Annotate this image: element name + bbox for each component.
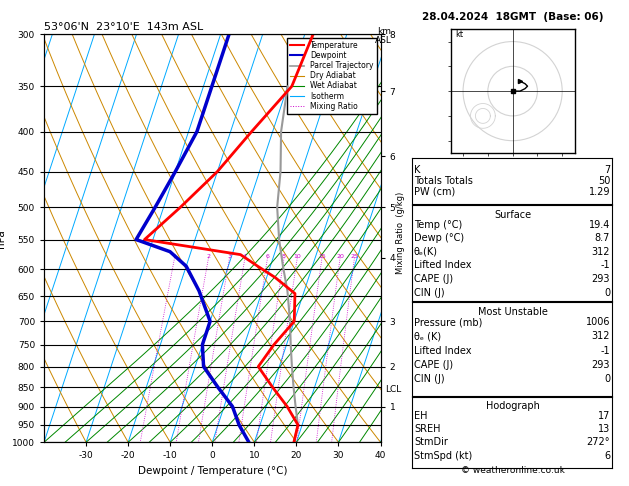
Text: Hodograph: Hodograph [486,401,540,411]
Text: 1.29: 1.29 [589,187,610,197]
Text: K: K [414,165,420,175]
Text: PW (cm): PW (cm) [414,187,455,197]
Text: 25: 25 [350,254,359,259]
Text: 272°: 272° [587,437,610,448]
Legend: Temperature, Dewpoint, Parcel Trajectory, Dry Adiabat, Wet Adiabat, Isotherm, Mi: Temperature, Dewpoint, Parcel Trajectory… [287,38,377,114]
Text: 0: 0 [604,374,610,384]
Text: StmDir: StmDir [414,437,448,448]
Text: 20: 20 [336,254,344,259]
Text: Dewp (°C): Dewp (°C) [414,233,464,243]
Text: Temp (°C): Temp (°C) [414,220,462,230]
Text: θₑ(K): θₑ(K) [414,247,438,257]
Text: SREH: SREH [414,424,440,434]
Text: 4: 4 [243,254,247,259]
X-axis label: Dewpoint / Temperature (°C): Dewpoint / Temperature (°C) [138,466,287,476]
Text: 28.04.2024  18GMT  (Base: 06): 28.04.2024 18GMT (Base: 06) [422,12,603,22]
Text: 15: 15 [318,254,326,259]
Text: θₑ (K): θₑ (K) [414,331,441,342]
Text: 0: 0 [604,288,610,298]
Text: Most Unstable: Most Unstable [477,307,548,317]
Text: Pressure (mb): Pressure (mb) [414,317,482,328]
Text: LCL: LCL [385,385,401,395]
Text: km
ASL: km ASL [376,27,392,45]
Text: 53°06'N  23°10'E  143m ASL: 53°06'N 23°10'E 143m ASL [44,22,203,32]
Text: StmSpd (kt): StmSpd (kt) [414,451,472,461]
Text: 2: 2 [206,254,210,259]
Text: CIN (J): CIN (J) [414,374,445,384]
Text: © weatheronline.co.uk: © weatheronline.co.uk [460,466,565,475]
Text: 293: 293 [592,360,610,370]
Text: kt: kt [455,30,464,38]
Text: 1006: 1006 [586,317,610,328]
Text: 17: 17 [598,411,610,421]
Text: 6: 6 [265,254,269,259]
Text: CIN (J): CIN (J) [414,288,445,298]
Text: Lifted Index: Lifted Index [414,260,471,271]
Text: 19.4: 19.4 [589,220,610,230]
Text: EH: EH [414,411,427,421]
Text: 3: 3 [227,254,231,259]
Text: 1: 1 [172,254,176,259]
Text: 8: 8 [282,254,286,259]
Text: 312: 312 [592,331,610,342]
Text: 10: 10 [293,254,301,259]
Text: CAPE (J): CAPE (J) [414,274,453,284]
Text: 8.7: 8.7 [595,233,610,243]
Text: CAPE (J): CAPE (J) [414,360,453,370]
Text: -1: -1 [601,346,610,356]
Text: 6: 6 [604,451,610,461]
Text: Surface: Surface [494,210,532,220]
Text: 7: 7 [604,165,610,175]
Text: 50: 50 [598,176,610,186]
Y-axis label: hPa: hPa [0,229,6,247]
Text: 293: 293 [592,274,610,284]
Text: Totals Totals: Totals Totals [414,176,473,186]
Text: -1: -1 [601,260,610,271]
Text: 13: 13 [598,424,610,434]
Text: Lifted Index: Lifted Index [414,346,471,356]
Text: Mixing Ratio  (g/kg): Mixing Ratio (g/kg) [396,192,405,275]
Text: 312: 312 [592,247,610,257]
